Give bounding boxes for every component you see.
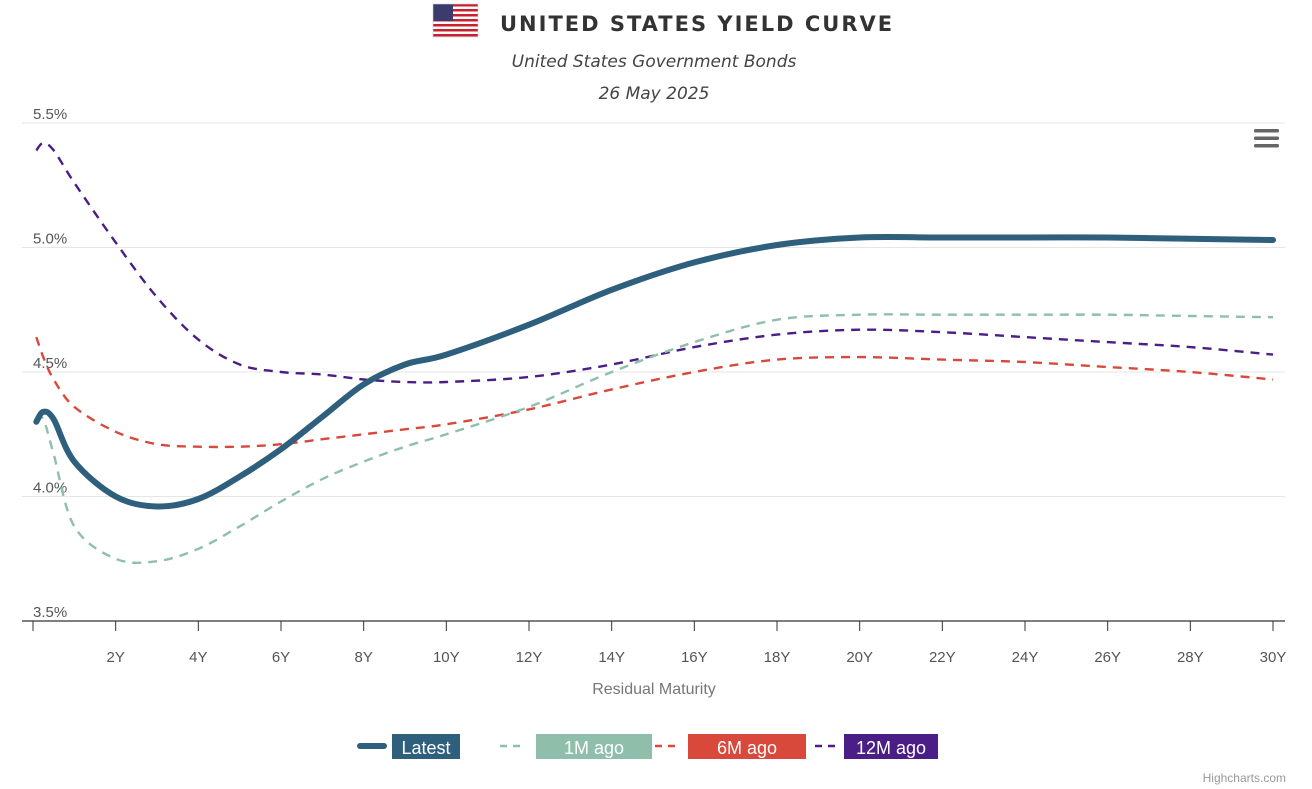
y-tick-label: 4.5% (33, 355, 67, 372)
hamburger-menu-icon[interactable] (1250, 125, 1282, 153)
y-tick-label: 5.5% (33, 106, 67, 123)
x-tick-label: 26Y (1094, 649, 1121, 666)
legend-label: 6M ago (717, 738, 777, 758)
y-tick-label: 3.5% (33, 604, 67, 621)
x-tick-label: 4Y (189, 649, 207, 666)
x-tick-label: 20Y (846, 649, 873, 666)
legend-item-six_month[interactable]: 6M ago (655, 734, 806, 759)
chart-date: 26 May 2025 (599, 84, 710, 104)
x-tick-label: 12Y (516, 649, 543, 666)
x-tick-label: 30Y (1260, 649, 1287, 666)
x-tick-label: 18Y (764, 649, 791, 666)
x-tick-label: 14Y (598, 649, 625, 666)
legend-label: 12M ago (856, 738, 926, 758)
series-line-latest[interactable] (33, 233, 1276, 510)
legend-label: Latest (401, 738, 450, 758)
legend-item-twelve_month[interactable]: 12M ago (815, 734, 938, 759)
x-tick-label: 2Y (106, 649, 124, 666)
x-tick-label: 10Y (433, 649, 460, 666)
y-tick-label: 5.0% (33, 231, 67, 248)
legend-item-one_month[interactable]: 1M ago (500, 734, 652, 759)
grid-lines (22, 122, 1285, 497)
us-flag-icon (432, 3, 479, 38)
chart-title: UNITED STATES YIELD CURVE (500, 12, 894, 36)
x-tick-label: 8Y (354, 649, 372, 666)
legend-item-latest[interactable]: Latest (357, 734, 460, 759)
x-tick-label: 28Y (1177, 649, 1204, 666)
series-line-six_month[interactable] (35, 336, 1274, 449)
legend-label: 1M ago (564, 738, 624, 758)
y-axis-labels: 3.5% 4.0% 4.5% 5.0% 5.5% (33, 106, 67, 621)
legend-label-box (536, 734, 652, 759)
x-tick-label: 6Y (272, 649, 290, 666)
series-lines (33, 141, 1276, 565)
series-line-twelve_month[interactable] (35, 141, 1274, 384)
chart-subtitle: United States Government Bonds (512, 52, 797, 72)
credits-link[interactable]: Highcharts.com (1203, 771, 1286, 785)
x-tick-label: 24Y (1012, 649, 1039, 666)
x-tick-label: 22Y (929, 649, 956, 666)
legend-label-box (688, 734, 806, 759)
x-axis: 2Y 4Y 6Y 8Y 10Y 12Y 14Y 16Y 18Y 20Y 22Y 24Y 26Y 28Y 30… (22, 620, 1287, 666)
x-axis-title: Residual Maturity (592, 681, 716, 698)
legend: Latest 1M ago 6M ago 12M ago (357, 734, 938, 759)
legend-label-box (392, 734, 460, 759)
x-tick-label: 16Y (681, 649, 708, 666)
legend-label-box (844, 734, 938, 759)
series-line-one_month[interactable] (35, 313, 1274, 565)
y-tick-label: 4.0% (33, 480, 67, 497)
